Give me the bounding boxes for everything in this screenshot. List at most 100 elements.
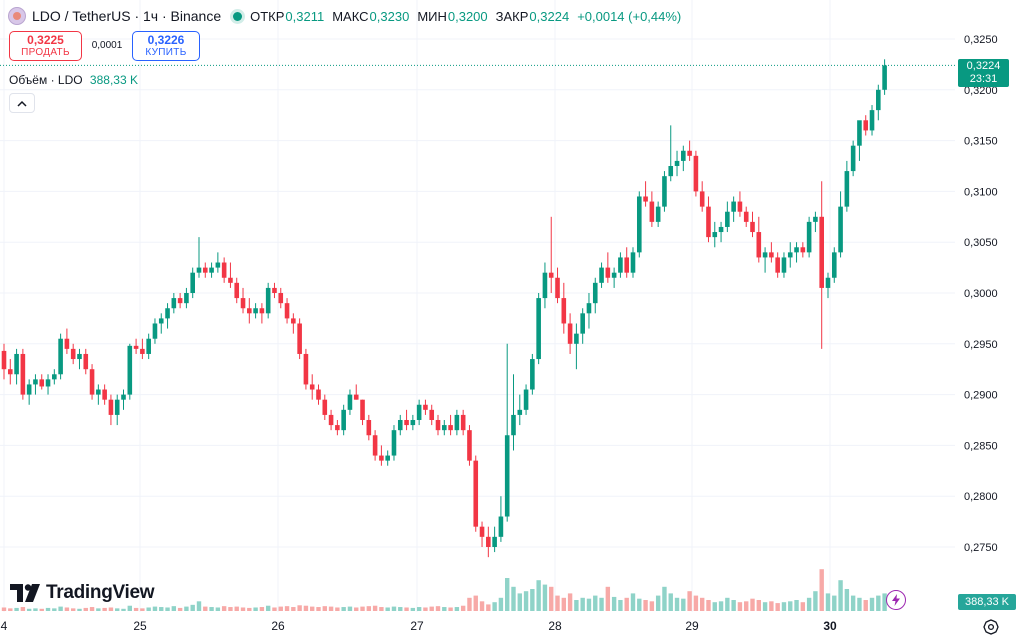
candle bbox=[819, 181, 824, 349]
volume-bar bbox=[486, 604, 491, 611]
candle-body bbox=[215, 262, 221, 268]
candle-body bbox=[70, 348, 76, 360]
candle-body bbox=[228, 277, 233, 283]
candle bbox=[882, 59, 887, 95]
candle bbox=[202, 262, 208, 278]
collapse-legend-button[interactable] bbox=[9, 93, 35, 113]
volume-bar bbox=[555, 595, 560, 611]
candle bbox=[83, 348, 89, 375]
volume-bar bbox=[674, 597, 680, 611]
candle bbox=[423, 399, 428, 415]
candle-body bbox=[511, 414, 516, 436]
candle-body bbox=[58, 338, 63, 375]
candle-body bbox=[473, 460, 479, 527]
volume-bar bbox=[530, 589, 535, 611]
x-tick-label: 25 bbox=[133, 619, 147, 633]
x-tick-label: 27 bbox=[410, 619, 424, 633]
candle-body bbox=[838, 206, 843, 253]
candle bbox=[863, 115, 869, 136]
symbol-title[interactable]: LDO / TetherUS · 1ч · Binance bbox=[32, 8, 222, 24]
volume-bar bbox=[624, 597, 629, 611]
volume-bar bbox=[498, 597, 504, 611]
y-tick-label: 0,2850 bbox=[964, 440, 998, 452]
buy-label: КУПИТЬ bbox=[145, 47, 187, 58]
tradingview-logo[interactable]: TradingView bbox=[10, 582, 155, 604]
volume-bar bbox=[259, 607, 265, 611]
candle bbox=[618, 252, 623, 278]
sell-button[interactable]: 0,3225 ПРОДАТЬ bbox=[9, 31, 82, 61]
candle bbox=[284, 298, 290, 324]
candle bbox=[643, 181, 648, 207]
candle bbox=[725, 201, 730, 233]
x-tick-label: 30 bbox=[823, 619, 837, 633]
volume-bar bbox=[240, 607, 246, 611]
settings-button[interactable] bbox=[982, 618, 1000, 636]
volume-bar bbox=[115, 608, 120, 611]
volume-bar bbox=[649, 601, 655, 611]
candle bbox=[687, 140, 692, 161]
candle-body bbox=[844, 171, 850, 207]
lightning-button[interactable] bbox=[886, 590, 906, 610]
candle bbox=[347, 389, 353, 415]
y-tick-label: 0,3050 bbox=[964, 237, 998, 249]
high-value: 0,3230 bbox=[369, 8, 410, 24]
volume-bar bbox=[806, 597, 812, 611]
candle-body bbox=[190, 272, 195, 293]
x-tick-label: 28 bbox=[548, 619, 562, 633]
volume-bar bbox=[316, 607, 321, 611]
candle-body bbox=[586, 303, 592, 314]
candle bbox=[473, 455, 479, 532]
candle bbox=[353, 384, 359, 400]
candle-body bbox=[743, 211, 749, 222]
volume-bar bbox=[586, 598, 592, 611]
candle bbox=[328, 409, 334, 431]
candle-body bbox=[448, 425, 453, 431]
candle bbox=[479, 521, 485, 547]
volume-bar bbox=[253, 607, 258, 611]
candle bbox=[391, 425, 397, 461]
candle bbox=[536, 293, 541, 365]
candle bbox=[794, 242, 799, 263]
candle-body bbox=[240, 298, 246, 309]
candle bbox=[177, 293, 183, 309]
volume-bar bbox=[429, 606, 434, 611]
volume-bar bbox=[693, 595, 699, 611]
volume-bar bbox=[341, 607, 346, 611]
candle-body bbox=[429, 409, 435, 420]
candle bbox=[385, 450, 390, 466]
candle-body bbox=[882, 65, 887, 90]
candle bbox=[435, 414, 441, 436]
volume-bar bbox=[549, 586, 554, 611]
volume-bar bbox=[762, 602, 768, 611]
volume-bar bbox=[750, 598, 755, 611]
volume-bar bbox=[605, 586, 611, 611]
open-value: 0,3211 bbox=[285, 8, 325, 24]
candle bbox=[850, 140, 856, 177]
candle-body bbox=[347, 394, 353, 410]
volume-bar bbox=[391, 606, 397, 611]
y-tick-label: 0,2950 bbox=[964, 339, 998, 351]
close-value: 0,3224 bbox=[529, 8, 570, 24]
sell-price: 0,3225 bbox=[27, 33, 64, 47]
candle-body bbox=[140, 348, 145, 354]
candle-body bbox=[158, 318, 164, 324]
candle bbox=[26, 379, 32, 405]
buy-price: 0,3226 bbox=[147, 33, 185, 47]
volume-bar bbox=[882, 593, 887, 611]
volume-bar bbox=[857, 597, 862, 611]
candle-body bbox=[221, 262, 227, 278]
buy-button[interactable]: 0,3226 КУПИТЬ bbox=[132, 31, 200, 61]
candle-body bbox=[127, 345, 133, 395]
candle-body bbox=[869, 110, 875, 131]
y-tick-label: 0,3250 bbox=[964, 34, 998, 46]
volume-legend[interactable]: Объём · LDO 388,33 K bbox=[9, 73, 138, 87]
x-axis-ticks: 4 25 26 27 28 29 30 bbox=[1, 619, 837, 633]
candle-body bbox=[636, 196, 642, 253]
volume-bar bbox=[800, 602, 806, 611]
candle-body bbox=[177, 298, 183, 304]
candle bbox=[64, 328, 70, 354]
volume-bar bbox=[781, 602, 787, 611]
candle-body bbox=[542, 272, 548, 299]
volume-bar bbox=[454, 607, 460, 611]
